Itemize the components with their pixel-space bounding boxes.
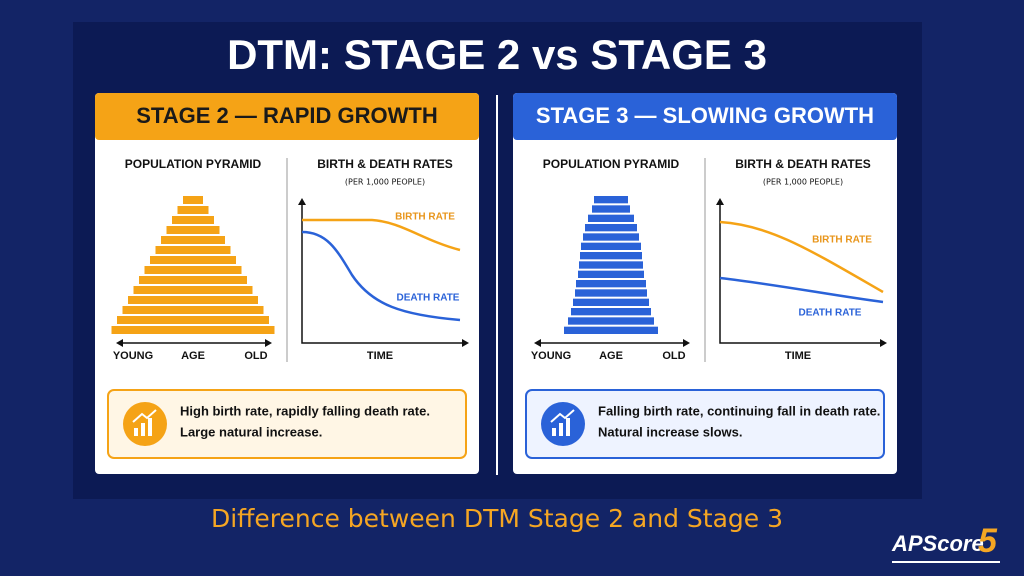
pyramid-title: POPULATION PYRAMID <box>543 157 680 171</box>
summary-line: Falling birth rate, continuing fall in d… <box>598 403 880 418</box>
pyramid-bar <box>578 270 644 278</box>
icon-bars <box>134 418 152 436</box>
pyramid-bar <box>183 196 203 204</box>
x-label: TIME <box>367 350 393 362</box>
pyramid-bar <box>579 261 643 269</box>
pyramid-bar <box>581 242 641 250</box>
rates-title: BIRTH & DEATH RATES <box>735 157 871 171</box>
summary-line: High birth rate, rapidly falling death r… <box>180 403 430 418</box>
card-header <box>513 93 897 140</box>
pyramid-bar <box>592 205 630 213</box>
birth-label: BIRTH RATE <box>812 235 872 246</box>
card-heading: STAGE 3 — SLOWING GROWTH <box>536 103 874 128</box>
pyramid-label: YOUNG <box>531 350 571 362</box>
pyramid-bar <box>177 206 209 214</box>
pyramid-bar <box>117 316 269 324</box>
pyramid-bar <box>139 276 247 284</box>
pyramid-label: YOUNG <box>113 350 153 362</box>
logo-text: APScore <box>891 531 984 556</box>
card-header <box>95 93 479 140</box>
pyramid-bar <box>588 214 634 222</box>
death-label: DEATH RATE <box>799 308 862 319</box>
rates-subtitle: (PER 1,000 PEOPLE) <box>345 178 425 187</box>
pyramid-bar <box>575 289 647 297</box>
pyramid-bar <box>576 280 646 288</box>
pyramid-bar <box>568 317 654 325</box>
summary-box <box>107 389 467 459</box>
pyramid-bar <box>580 252 642 260</box>
rate-axes <box>301 202 465 344</box>
pyramid-label: OLD <box>662 350 685 362</box>
birth-curve <box>302 218 461 252</box>
pyramid-bar <box>155 246 231 254</box>
pyramid-bar <box>172 216 214 224</box>
caption: Difference between DTM Stage 2 and Stage… <box>211 504 783 533</box>
birth-label: BIRTH RATE <box>395 212 455 223</box>
logo-number: 5 <box>978 522 998 560</box>
pyramid-label: AGE <box>181 350 205 362</box>
rate-axes <box>719 202 883 344</box>
pyramid-bar <box>571 308 651 316</box>
pyramid-bar <box>144 266 242 274</box>
pyramid-label: OLD <box>244 350 267 362</box>
pyramid-bar <box>161 236 225 244</box>
title: DTM: STAGE 2 vs STAGE 3 <box>227 31 767 78</box>
summary-line: Natural increase slows. <box>598 424 743 439</box>
rates-title: BIRTH & DEATH RATES <box>317 157 453 171</box>
icon-arrow <box>550 409 575 423</box>
summary-box <box>525 389 885 459</box>
x-label: TIME <box>785 350 811 362</box>
pyramid-bar <box>564 326 658 334</box>
pyramid-bar <box>128 296 258 304</box>
pyramid-bar <box>133 286 253 294</box>
pyramid-bar <box>150 256 236 264</box>
pyramid-bar <box>111 326 275 334</box>
panels: STAGE 2 — RAPID GROWTH POPULATION PYRAMID… <box>95 93 897 474</box>
pyramid-label: AGE <box>599 350 623 362</box>
card-heading: STAGE 2 — RAPID GROWTH <box>136 103 438 128</box>
pyramid-bar <box>585 224 637 232</box>
icon-bars <box>552 418 570 436</box>
pyramid-bar <box>594 196 628 204</box>
pyramid-title: POPULATION PYRAMID <box>125 157 262 171</box>
pyramid-bar <box>573 298 649 306</box>
summary-line: Large natural increase. <box>180 424 322 439</box>
pyramid-bar <box>583 233 639 241</box>
pyramid-bar <box>166 226 220 234</box>
rates-subtitle: (PER 1,000 PEOPLE) <box>763 178 843 187</box>
pyramid-bar <box>122 306 264 314</box>
birth-curve <box>719 220 884 294</box>
death-curve <box>719 276 884 304</box>
death-label: DEATH RATE <box>397 293 460 304</box>
icon-arrow <box>132 409 157 423</box>
death-curve <box>301 230 461 322</box>
